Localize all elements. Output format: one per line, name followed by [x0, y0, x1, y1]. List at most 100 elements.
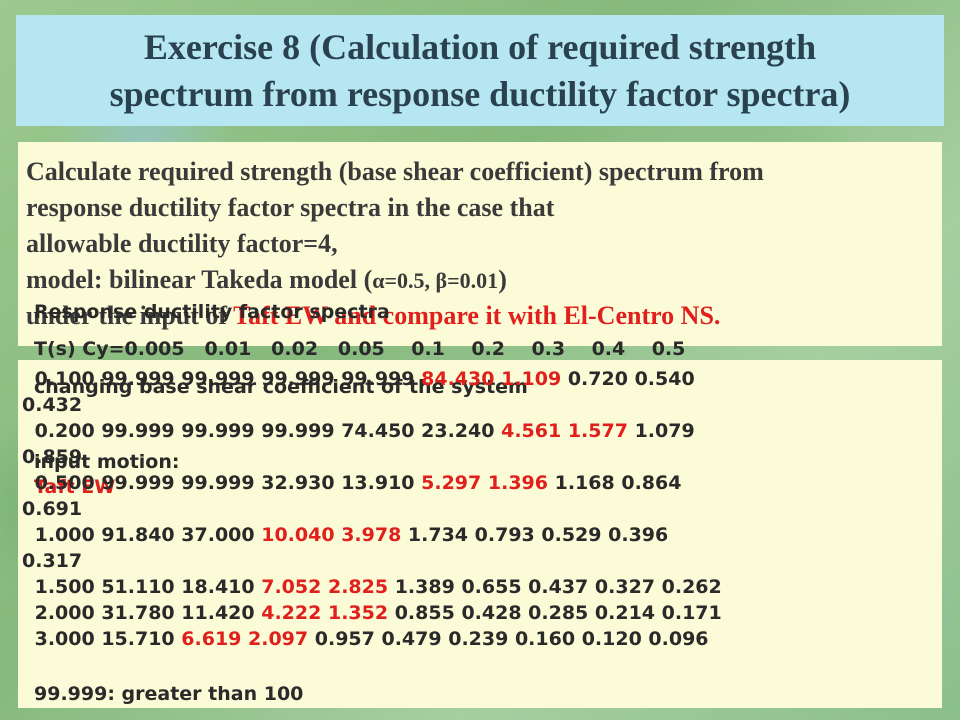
ductility-cell: 0.171 [661, 602, 722, 624]
ductility-cell: 0.437 [528, 576, 589, 598]
ductility-cell: 91.840 [101, 524, 175, 546]
model-close: ) [498, 265, 507, 294]
ductility-cell: 99.999 [101, 368, 175, 390]
ductility-cell: 0.432 [22, 394, 83, 416]
table-body: 0.100 99.999 99.999 99.999 99.999 84.430… [22, 366, 722, 652]
period-cell: 0.500 [28, 472, 102, 494]
ductility-cell: 0.396 [608, 524, 669, 546]
ductility-cell: 3.978 [341, 524, 402, 546]
ductility-cell: 0.214 [594, 602, 656, 624]
table-row: 2.000 31.780 11.420 4.222 1.352 0.855 0.… [28, 600, 722, 626]
table-row: 0.100 99.999 99.999 99.999 99.999 84.430… [28, 366, 722, 392]
ductility-cell: 18.410 [181, 576, 255, 598]
slide-title: Exercise 8 (Calculation of required stre… [16, 15, 944, 126]
ductility-cell: 99.999 [101, 472, 175, 494]
title-line-1: Exercise 8 (Calculation of required stre… [143, 26, 817, 67]
ductility-cell: 0.793 [474, 524, 535, 546]
model-params: α=0.5, β=0.01 [372, 268, 499, 293]
ductility-cell: 0.285 [528, 602, 589, 624]
period-cell: 1.500 [28, 576, 102, 598]
table-header: T(s) Cy=0.005 0.01 0.02 0.05 0.1 0.2 0.3… [34, 338, 686, 360]
ductility-cell: 0.160 [514, 628, 576, 650]
ductility-cell: 99.999 [261, 368, 335, 390]
statement-line-5: under the input of Taft EW and compare i… [26, 298, 938, 334]
ductility-cell: 51.110 [101, 576, 175, 598]
table-row: 3.000 15.710 6.619 2.097 0.957 0.479 0.2… [28, 626, 722, 652]
ductility-cell: 10.040 [261, 524, 335, 546]
period-cell: 2.000 [28, 602, 102, 624]
ductility-cell: 1.396 [487, 472, 548, 494]
ductility-cell: 32.930 [261, 472, 335, 494]
ductility-cell: 0.428 [461, 602, 522, 624]
ductility-cell: 0.327 [594, 576, 656, 598]
statement-line-2: response ductility factor spectra in the… [26, 193, 555, 222]
ductility-cell: 0.262 [661, 576, 722, 598]
table-row: 1.000 91.840 37.000 10.040 3.978 1.734 0… [28, 522, 722, 548]
ductility-cell: 0.239 [448, 628, 509, 650]
ductility-cell: 5.297 [421, 472, 482, 494]
ductility-cell: 1.389 [394, 576, 455, 598]
table-row-wrap: 0.432 [22, 392, 722, 418]
caption-input-motion: Taft EW [34, 476, 116, 498]
data-table-box [18, 360, 942, 708]
ductility-cell: 99.999 [181, 368, 255, 390]
table-row: 0.500 99.999 99.999 32.930 13.910 5.297 … [28, 470, 722, 496]
ductility-cell: 13.910 [341, 472, 415, 494]
table-row-wrap: 0.859 [22, 444, 722, 470]
ductility-cell: 0.120 [581, 628, 642, 650]
problem-statement-box [18, 142, 942, 346]
input-label: under the input of [26, 301, 234, 330]
title-line-2: spectrum from response ductility factor … [109, 73, 851, 114]
caption-line-3: input motion: Taft EW [34, 450, 528, 498]
ductility-cell: 0.957 [314, 628, 375, 650]
problem-statement: Calculate required strength (base shear … [26, 154, 938, 334]
ductility-cell: 1.734 [407, 524, 469, 546]
caption-line-1: Response ductility factor spectra [34, 301, 390, 323]
ductility-cell: 99.999 [181, 420, 255, 442]
ductility-cell: 2.097 [248, 628, 309, 650]
table-caption: Response ductility factor spectra changi… [34, 250, 528, 500]
ductility-cell: 1.109 [501, 368, 562, 390]
table-row: 0.200 99.999 99.999 99.999 74.450 23.240… [28, 418, 722, 444]
period-cell: 3.000 [28, 628, 102, 650]
ductility-cell: 99.999 [341, 368, 415, 390]
ductility-cell: 0.096 [648, 628, 709, 650]
ductility-cell: 0.720 [567, 368, 628, 390]
ductility-cell: 0.691 [22, 498, 83, 520]
ductility-cell: 0.859 [22, 446, 83, 468]
ductility-cell: 23.240 [421, 420, 495, 442]
ductility-cell: 7.052 [261, 576, 322, 598]
ductility-cell: 1.577 [567, 420, 628, 442]
table-row-wrap: 0.691 [22, 496, 722, 522]
ductility-cell: 2.825 [327, 576, 389, 598]
ductility-cell: 84.430 [421, 368, 495, 390]
ductility-cell: 0.317 [22, 550, 83, 572]
ductility-cell: 74.450 [341, 420, 415, 442]
ductility-cell: 0.479 [381, 628, 442, 650]
ductility-cell: 1.079 [634, 420, 695, 442]
ductility-cell: 11.420 [181, 602, 255, 624]
statement-line-1: Calculate required strength (base shear … [26, 157, 764, 186]
ductility-cell: 0.540 [634, 368, 695, 390]
statement-line-3: allowable ductility factor=4, [26, 229, 338, 258]
ductility-cell: 37.000 [181, 524, 255, 546]
period-cell: 0.100 [28, 368, 102, 390]
ductility-cell: 1.168 [554, 472, 615, 494]
caption-input-label: input motion: [34, 451, 187, 473]
ductility-cell: 99.999 [181, 472, 255, 494]
ductility-cell: 4.222 [261, 602, 322, 624]
ductility-cell: 6.619 [181, 628, 242, 650]
ductility-cell: 15.710 [101, 628, 175, 650]
statement-line-4: model: bilinear Takeda model (α=0.5, β=0… [26, 262, 938, 298]
ductility-cell: 1.352 [327, 602, 389, 624]
table-row: 1.500 51.110 18.410 7.052 2.825 1.389 0.… [28, 574, 722, 600]
period-cell: 1.000 [28, 524, 102, 546]
ductility-cell: 4.561 [501, 420, 562, 442]
period-cell: 0.200 [28, 420, 102, 442]
ductility-cell: 0.855 [394, 602, 455, 624]
ductility-cell: 31.780 [101, 602, 175, 624]
model-label: model: bilinear Takeda model ( [26, 265, 373, 294]
ductility-cell: 0.864 [621, 472, 682, 494]
ductility-cell: 0.655 [461, 576, 522, 598]
input-motion-compare: Taft EW and compare it with El-Centro NS… [233, 301, 721, 330]
